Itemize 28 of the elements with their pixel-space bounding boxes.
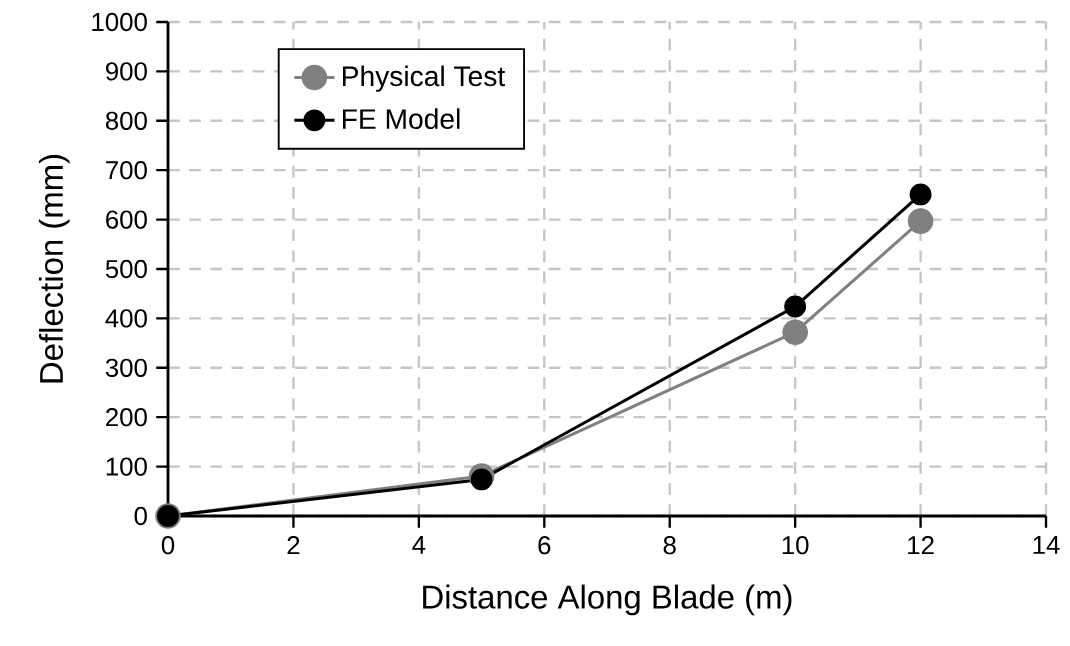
y-tick-label: 200 xyxy=(106,408,147,427)
point xyxy=(907,208,934,234)
y-tick-label: 1000 xyxy=(92,12,147,32)
y-tick-label: 300 xyxy=(105,358,147,377)
x-axis-title: Distance Along Blade (m) xyxy=(423,584,792,616)
x-tick-label: 2 xyxy=(287,536,300,555)
point xyxy=(784,295,807,318)
y-axis-title: Deflection (mm) xyxy=(38,154,70,383)
legend-label: Physical Test xyxy=(343,65,506,92)
legend-label: FE Model xyxy=(343,108,460,130)
y-tick-label: 800 xyxy=(105,111,147,130)
x-tick-label: 10 xyxy=(782,536,809,555)
point xyxy=(470,468,493,491)
y-tick-label: 700 xyxy=(106,161,147,180)
point xyxy=(909,183,932,206)
x-tick-label: 8 xyxy=(663,536,676,555)
point xyxy=(782,319,808,346)
x-tick-label: 0 xyxy=(161,536,175,555)
y-tick-label: 500 xyxy=(105,259,147,279)
x-tick-label: 12 xyxy=(908,536,934,555)
x-tick-label: 6 xyxy=(538,536,551,555)
y-tick-label: 900 xyxy=(106,62,147,81)
y-tick-label: 600 xyxy=(106,210,147,229)
x-tick-label: 4 xyxy=(412,536,426,554)
y-tick-label: 100 xyxy=(106,457,147,476)
x-tick-label: 14 xyxy=(1033,536,1060,554)
y-tick-label: 400 xyxy=(105,309,147,328)
y-tick-label: 0 xyxy=(134,506,147,526)
